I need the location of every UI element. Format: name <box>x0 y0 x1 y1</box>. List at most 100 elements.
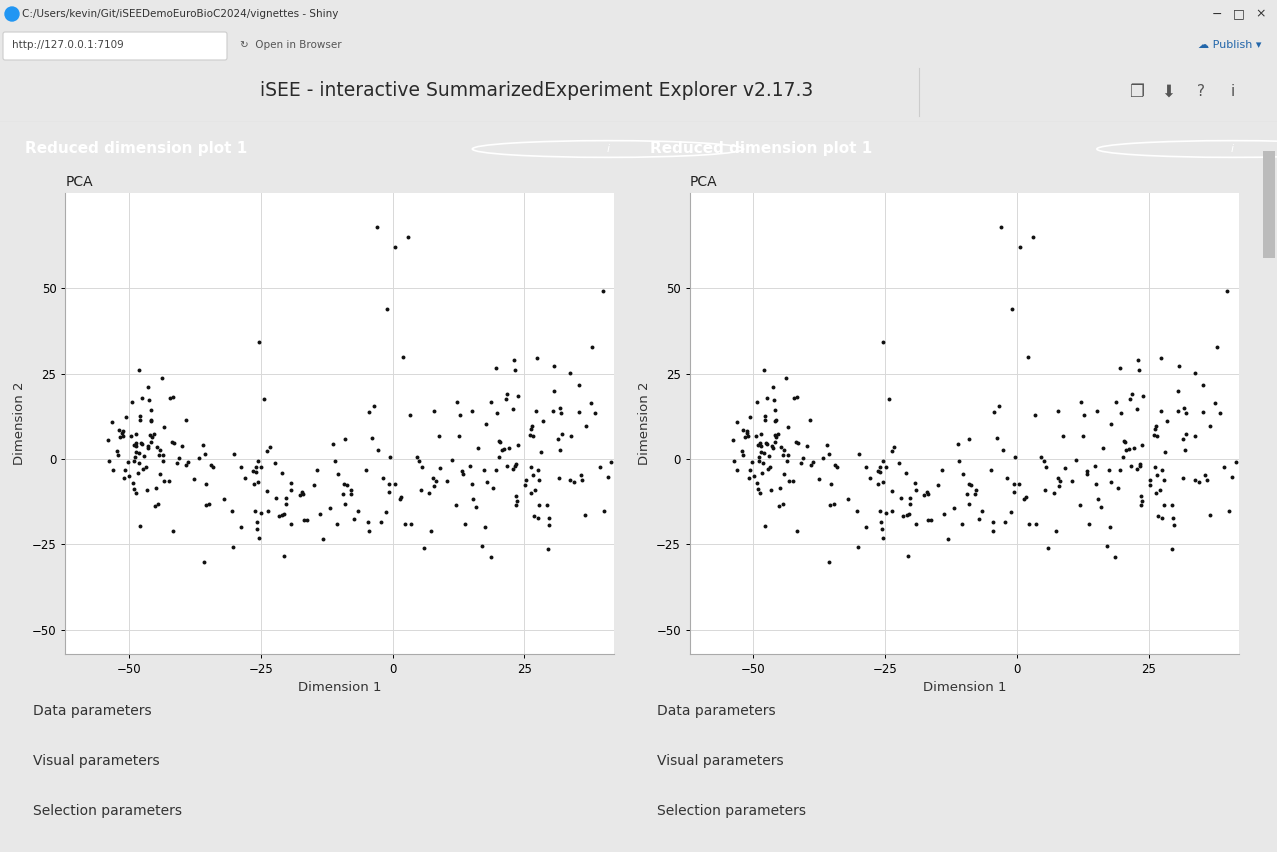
Point <box>379 486 400 499</box>
Point <box>335 498 355 511</box>
Text: http://127.0.0.1:7109: http://127.0.0.1:7109 <box>11 40 124 50</box>
Point <box>466 500 487 514</box>
Point <box>398 230 419 244</box>
Point <box>401 517 421 531</box>
Point <box>160 391 180 405</box>
Point <box>1038 541 1059 555</box>
Point <box>100 454 120 468</box>
Point <box>335 432 355 446</box>
Point <box>1024 408 1045 422</box>
Point <box>959 432 979 446</box>
Point <box>889 456 909 469</box>
Point <box>762 440 783 454</box>
Point <box>530 445 550 458</box>
Point <box>776 371 797 385</box>
Point <box>393 350 414 364</box>
Point <box>987 431 1008 445</box>
Point <box>522 469 543 482</box>
Point <box>1077 464 1097 478</box>
Point <box>526 404 547 417</box>
Point <box>377 505 397 519</box>
Point <box>358 515 378 529</box>
Point <box>450 408 470 422</box>
Point <box>1034 483 1055 497</box>
Point <box>813 451 834 464</box>
Point <box>442 453 462 467</box>
Point <box>896 509 917 522</box>
Point <box>1152 511 1172 525</box>
Point <box>142 430 162 444</box>
Point <box>153 448 174 462</box>
Point <box>140 429 161 442</box>
Point <box>336 478 356 492</box>
Point <box>1157 414 1177 428</box>
Point <box>767 428 788 441</box>
Point <box>1071 395 1092 409</box>
Point <box>347 504 368 518</box>
Point <box>1147 429 1167 443</box>
Point <box>363 431 383 445</box>
Point <box>124 451 144 464</box>
Point <box>1168 383 1189 397</box>
Point <box>430 461 451 475</box>
Point <box>489 435 510 448</box>
Point <box>102 463 123 477</box>
Text: □: □ <box>1234 8 1245 20</box>
Point <box>152 454 172 468</box>
Point <box>276 498 296 511</box>
Point <box>793 452 813 465</box>
Point <box>787 525 807 538</box>
Point <box>411 460 432 474</box>
Point <box>898 550 918 563</box>
Text: Visual parameters: Visual parameters <box>658 754 784 769</box>
Point <box>761 484 782 498</box>
Point <box>424 480 444 493</box>
Point <box>568 378 589 392</box>
Point <box>149 444 170 458</box>
Point <box>1061 475 1082 488</box>
Point <box>873 335 894 348</box>
Point <box>1004 486 1024 499</box>
Point <box>162 390 183 404</box>
Point <box>765 429 785 442</box>
X-axis label: Dimension 1: Dimension 1 <box>922 682 1006 694</box>
Point <box>123 476 143 490</box>
Point <box>1033 454 1054 468</box>
Point <box>140 414 161 428</box>
Point <box>1105 550 1125 563</box>
Point <box>121 429 142 443</box>
Point <box>1197 474 1217 487</box>
Point <box>117 455 138 469</box>
Point <box>381 450 401 463</box>
Point <box>102 416 123 429</box>
Point <box>748 482 769 496</box>
Point <box>1088 492 1108 505</box>
Point <box>1099 520 1120 533</box>
Point <box>1025 517 1046 531</box>
Point <box>1046 524 1066 538</box>
Point <box>769 499 789 513</box>
Point <box>485 361 506 375</box>
Point <box>1066 453 1087 467</box>
Point <box>429 429 450 442</box>
Point <box>124 454 144 468</box>
Point <box>202 460 222 474</box>
Point <box>223 540 244 554</box>
Text: ↻  Open in Browser: ↻ Open in Browser <box>240 40 342 50</box>
Point <box>783 474 803 487</box>
Text: C:/Users/kevin/Git/iSEEDemoEuroBioC2024/vignettes - Shiny: C:/Users/kevin/Git/iSEEDemoEuroBioC2024/… <box>22 9 338 19</box>
Point <box>921 513 941 527</box>
Point <box>481 395 502 409</box>
Point <box>1015 491 1036 504</box>
Point <box>310 508 331 521</box>
Point <box>281 484 301 498</box>
Point <box>480 550 501 563</box>
Point <box>741 411 761 424</box>
Point <box>762 381 783 394</box>
Point <box>1195 468 1216 481</box>
Point <box>506 458 526 471</box>
Point <box>130 519 151 532</box>
Point <box>248 475 268 488</box>
Point <box>323 437 344 451</box>
Point <box>802 455 822 469</box>
